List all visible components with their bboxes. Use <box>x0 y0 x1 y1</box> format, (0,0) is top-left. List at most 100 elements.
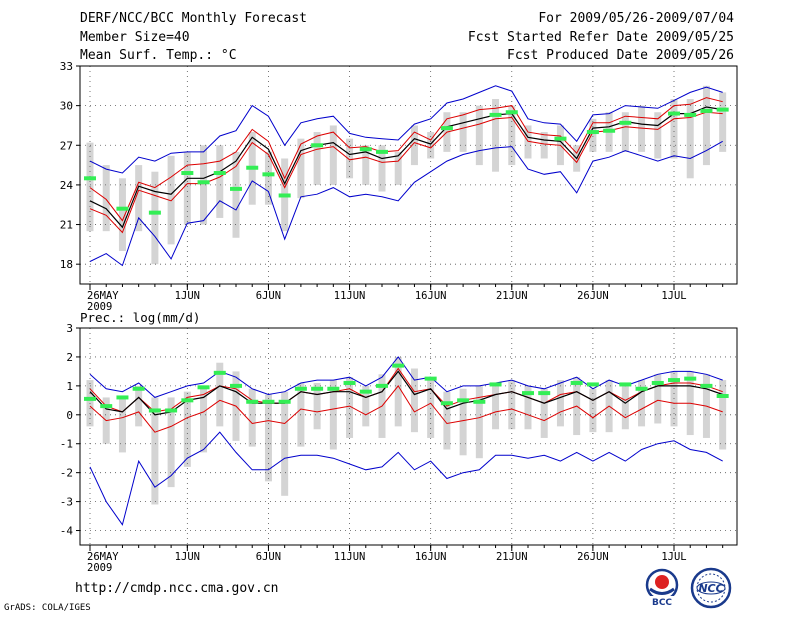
panel1-member-range-bar <box>686 99 694 179</box>
panel2-x-tick-label: 6JUN <box>256 551 281 563</box>
member-size-label: Member Size=40 <box>80 30 190 45</box>
forecast-produced-date-label: Fcst Produced Date 2009/05/26 <box>507 48 734 63</box>
panel2-member-range-bar <box>459 388 467 456</box>
panel1-highlight-marker <box>148 210 161 215</box>
panel1-member-range-bar <box>346 138 354 179</box>
panel2-highlight-marker <box>376 383 388 388</box>
panel1-highlight-marker <box>213 171 226 176</box>
panel2-highlight-marker <box>651 380 664 385</box>
panel1-member-range-bar <box>459 112 467 152</box>
panel2-highlight-marker <box>327 386 340 391</box>
panel2-member-range-bar <box>589 388 597 433</box>
panel2-plot-frame <box>79 327 738 546</box>
panel1-highlight-marker <box>586 130 599 135</box>
panel2-y-tick-label: -2 <box>60 467 73 480</box>
panel1-member-range-bar <box>183 151 191 225</box>
panel1-member-range-bar <box>394 151 402 185</box>
panel2-member-range-bar <box>151 397 159 505</box>
panel1-member-range-bar <box>702 85 710 166</box>
panel2-y-tick-label: 1 <box>66 380 73 393</box>
panel1-x-tick-label: 2009 <box>87 301 112 313</box>
panel2-highlight-marker <box>311 386 324 391</box>
panel2-highlight-marker <box>262 399 275 404</box>
panel1-highlight-marker <box>359 147 372 152</box>
panel1-x-tick-label: 16JUN <box>415 290 447 302</box>
panel1-member-range-bar <box>654 112 662 159</box>
panel2-member-range-bar <box>410 368 418 433</box>
panel2-member-range-bar <box>216 362 224 427</box>
panel2-member-range-bar <box>362 385 370 427</box>
panel1-highlight-marker <box>505 110 518 115</box>
panel1-series-upper-line <box>89 97 723 222</box>
panel1-series-max-line <box>89 85 723 174</box>
panel2-highlight-marker <box>165 408 178 413</box>
panel1-highlight-marker <box>489 112 502 117</box>
panel2-member-range-bar <box>135 385 143 427</box>
panel2-highlight-marker <box>100 404 113 409</box>
panel2-highlight-marker <box>586 382 599 387</box>
panel2-series-lower-line <box>89 385 723 433</box>
panel2-highlight-marker <box>522 391 534 396</box>
panel2-highlight-marker <box>213 370 226 375</box>
panel2-highlight-marker <box>197 385 210 390</box>
panel2-y-tick-label: -1 <box>60 438 73 451</box>
panel2-x-tick-label: 26MAY <box>87 551 119 563</box>
panel1-highlight-marker <box>246 165 259 170</box>
panel1-x-tick-label: 26MAY <box>87 290 119 302</box>
panel1-y-tick-label: 21 <box>60 219 73 232</box>
panel1-member-range-bar <box>200 145 208 225</box>
panel2-x-tick-label: 26JUN <box>577 551 609 563</box>
panel2-x-tick-label: 11JUN <box>334 551 366 563</box>
panel2-highlight-marker <box>457 398 470 403</box>
panel2-highlight-marker <box>635 386 648 391</box>
panel1-highlight-marker <box>262 172 275 177</box>
panel1-member-range-bar <box>329 125 337 185</box>
panel1-member-range-bar <box>297 138 305 199</box>
panel1-member-range-bar <box>638 105 646 152</box>
panel1-member-range-bar <box>492 99 500 172</box>
panel2-highlight-marker <box>489 382 502 387</box>
panel1-highlight-marker <box>181 171 194 176</box>
panel1-plot-frame <box>79 65 738 285</box>
panel1-y-tick-label: 18 <box>60 258 73 271</box>
forecast-period-label: For 2009/05/26-2009/07/04 <box>538 11 734 26</box>
panel1-highlight-marker <box>619 120 632 125</box>
grads-credit-label: GrADS: COLA/IGES <box>4 603 91 613</box>
panel2-member-range-bar <box>346 377 354 438</box>
panel1-y-tick-label: 24 <box>60 179 74 192</box>
panel2-member-range-bar <box>183 391 191 467</box>
panel2-y-tick-label: 3 <box>66 322 73 335</box>
panel2-x-tick-label: 21JUN <box>496 551 528 563</box>
panel1-member-range-bar <box>216 145 224 218</box>
panel1-highlight-marker <box>684 112 697 117</box>
panel2-series-mean-line <box>89 370 723 416</box>
panel1-highlight-marker <box>116 206 129 211</box>
chart-title: DERF/NCC/BCC Monthly Forecast <box>80 11 307 26</box>
panel1-highlight-marker <box>716 107 729 112</box>
panel1-highlight-marker <box>603 128 616 133</box>
panel1-member-range-bar <box>508 105 516 166</box>
panel1-y-tick-label: 30 <box>60 100 73 113</box>
panel1-highlight-marker <box>311 143 324 148</box>
panel1-member-range-bar <box>102 165 110 232</box>
panel1-member-range-bar <box>540 132 548 159</box>
panel2-y-tick-label: 0 <box>66 409 73 422</box>
bcc-logo-icon: BCC <box>645 568 679 608</box>
panel2-highlight-marker <box>116 395 129 400</box>
panel1-x-tick-label: 26JUN <box>577 290 609 302</box>
panel2-highlight-marker <box>700 383 713 388</box>
panel2-member-range-bar <box>329 380 337 450</box>
panel2-highlight-marker <box>684 376 697 381</box>
panel2-member-range-bar <box>427 377 435 438</box>
panel1-member-range-bar <box>264 151 272 205</box>
panel2-member-range-bar <box>248 388 256 447</box>
panel2-highlight-marker <box>619 382 632 387</box>
panel2-highlight-marker <box>132 386 145 391</box>
panel2-member-range-bar <box>508 380 516 430</box>
source-url-link[interactable]: http://cmdp.ncc.cma.gov.cn <box>75 581 279 596</box>
panel2-member-range-bar <box>264 394 272 482</box>
panel1-x-tick-label: 21JUN <box>496 290 528 302</box>
panel2-highlight-marker <box>473 399 486 404</box>
panel2-highlight-marker <box>84 396 96 401</box>
